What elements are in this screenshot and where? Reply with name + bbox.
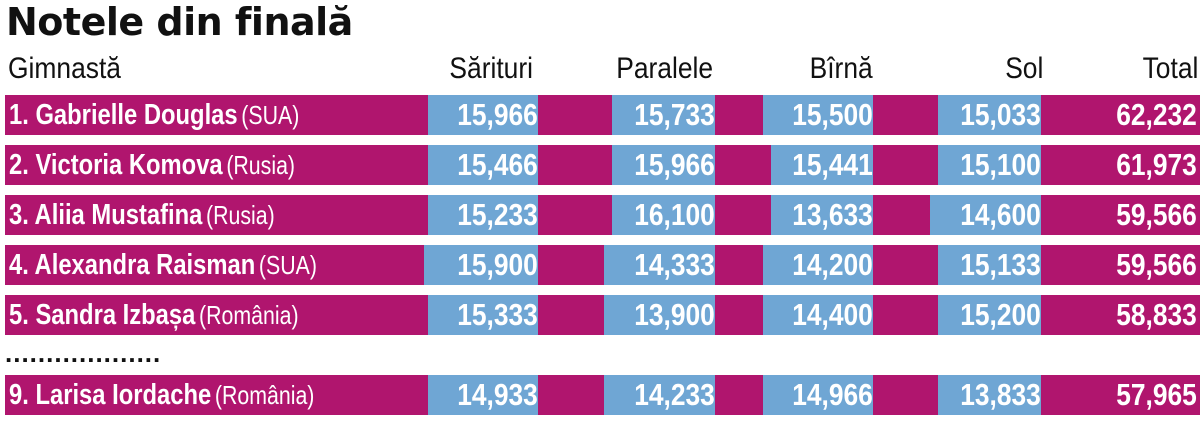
apparatus-score: 15,333 [457, 297, 538, 332]
score-cell-bg [771, 145, 873, 185]
score-cell-bg [604, 295, 715, 335]
gymnast-name: 3. Aliia Mustafina [9, 199, 203, 231]
total-score: 57,965 [1116, 377, 1197, 412]
apparatus-score: 15,033 [960, 97, 1041, 132]
score-cell-bg [604, 375, 715, 415]
apparatus-score: 14,333 [634, 247, 715, 282]
gymnast-name: 1. Gabrielle Douglas [9, 99, 238, 131]
apparatus-score: 15,133 [960, 247, 1041, 282]
apparatus-score: 15,200 [960, 297, 1041, 332]
apparatus-score: 13,900 [634, 297, 715, 332]
header-birna: Bîrnă [809, 52, 873, 85]
apparatus-score: 15,233 [457, 197, 538, 232]
score-cell-bg [938, 95, 1041, 135]
table-row: 2. Victoria Komova (Rusia) 15,466 15,966 15… [5, 145, 1200, 185]
table-row: 4. Alexandra Raisman (SUA) 15,900 14,333 14… [5, 245, 1200, 285]
gymnast-country: (Rusia) [206, 200, 275, 230]
gymnast-name-cell: 9. Larisa Iordache (România) [9, 375, 314, 415]
gymnast-name-cell: 1. Gabrielle Douglas (SUA) [9, 95, 299, 135]
score-cell-bg [424, 245, 538, 285]
gymnast-country: (SUA) [241, 100, 300, 130]
gymnast-name: 9. Larisa Iordache [9, 379, 212, 411]
score-cell-bg [763, 245, 873, 285]
row-separator: ................... [5, 338, 162, 368]
gymnast-country: (Rusia) [226, 150, 296, 180]
apparatus-score: 15,900 [457, 247, 538, 282]
gymnast-name-cell: 3. Aliia Mustafina (Rusia) [9, 195, 275, 235]
total-score: 59,566 [1116, 197, 1197, 232]
apparatus-score: 15,441 [792, 147, 873, 182]
score-cell-bg [938, 145, 1041, 185]
score-cell-bg [428, 95, 538, 135]
gymnast-name-cell: 5. Sandra Izbașa (România) [9, 295, 299, 335]
total-score: 62,232 [1116, 97, 1197, 132]
table-row: 3. Aliia Mustafina (Rusia) 15,233 16,100 13… [5, 195, 1200, 235]
apparatus-score: 15,733 [634, 97, 715, 132]
header-total: Total [1142, 52, 1198, 85]
table-row: 5. Sandra Izbașa (România) 15,333 13,900 14… [5, 295, 1200, 335]
total-score: 58,833 [1116, 297, 1197, 332]
apparatus-score: 14,966 [792, 377, 873, 412]
apparatus-score: 15,966 [457, 97, 538, 132]
apparatus-score: 14,600 [960, 197, 1041, 232]
score-cell-bg [930, 195, 1041, 235]
score-cell-bg [763, 95, 873, 135]
gymnast-name-cell: 4. Alexandra Raisman (SUA) [9, 245, 317, 285]
score-cell-bg [612, 145, 715, 185]
score-cell-bg [428, 295, 538, 335]
apparatus-score: 15,500 [792, 97, 873, 132]
score-cell-bg [763, 375, 873, 415]
gymnast-name: 4. Alexandra Raisman [9, 249, 256, 281]
score-cell-bg [612, 95, 715, 135]
gymnast-country: (România) [214, 380, 315, 410]
gymnast-country: (România) [199, 300, 299, 330]
apparatus-score: 15,100 [960, 147, 1041, 182]
score-cell-bg [771, 195, 873, 235]
score-cell-bg [938, 245, 1041, 285]
header-paralele: Paralele [616, 52, 713, 85]
gymnast-name: 2. Victoria Komova [9, 149, 223, 181]
apparatus-score: 14,933 [457, 377, 538, 412]
table-row: 1. Gabrielle Douglas (SUA) 15,966 15,733 15… [5, 95, 1200, 135]
score-cell-bg [763, 295, 873, 335]
apparatus-score: 15,466 [457, 147, 538, 182]
score-cell-bg [428, 195, 538, 235]
apparatus-score: 16,100 [634, 197, 715, 232]
score-cell-bg [938, 375, 1041, 415]
gymnast-country: (SUA) [258, 250, 317, 280]
apparatus-score: 14,233 [634, 377, 715, 412]
header-sol: Sol [1004, 52, 1043, 85]
header-sarituri: Sărituri [449, 52, 533, 85]
apparatus-score: 14,400 [792, 297, 873, 332]
apparatus-score: 13,833 [960, 377, 1041, 412]
score-cell-bg [428, 375, 538, 415]
total-score: 59,566 [1116, 247, 1197, 282]
gymnast-name-cell: 2. Victoria Komova (Rusia) [9, 145, 295, 185]
apparatus-score: 13,633 [792, 197, 873, 232]
page-title: Notele din finală [6, 0, 353, 44]
apparatus-score: 15,966 [634, 147, 715, 182]
score-cell-bg [938, 295, 1041, 335]
header-gimnasta: Gimnastă [8, 52, 121, 85]
score-cell-bg [612, 195, 715, 235]
score-cell-bg [604, 245, 715, 285]
total-score: 61,973 [1116, 147, 1197, 182]
apparatus-score: 14,200 [792, 247, 873, 282]
gymnast-name: 5. Sandra Izbașa [9, 299, 196, 331]
score-cell-bg [428, 145, 538, 185]
table-row: 9. Larisa Iordache (România) 14,933 14,233… [5, 375, 1200, 415]
